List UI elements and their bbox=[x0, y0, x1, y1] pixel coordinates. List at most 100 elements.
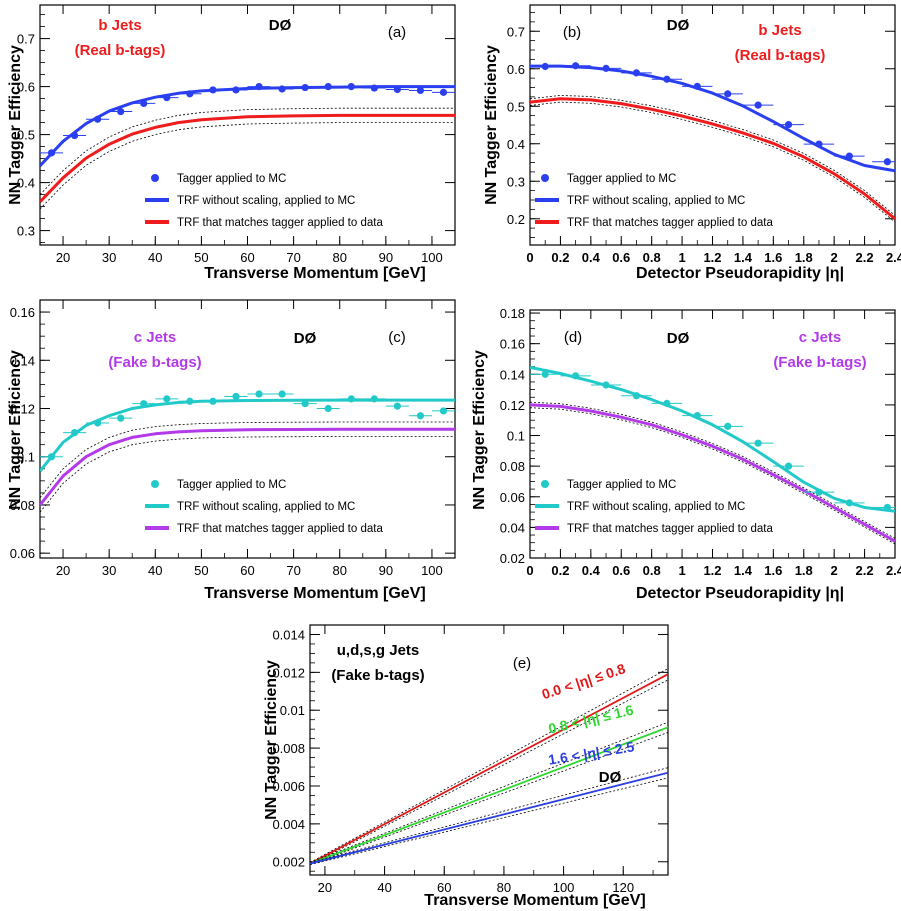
panel-label: (a) bbox=[388, 24, 406, 41]
y-axis-label: NN Tagger Efficiency bbox=[471, 350, 488, 510]
data-point bbox=[572, 62, 580, 70]
legend-entry-data: TRF that matches tagger applied to data bbox=[567, 217, 773, 229]
data-point bbox=[278, 85, 286, 93]
trf-mc-curve bbox=[530, 64, 895, 173]
panel-title-line1: c Jets bbox=[799, 329, 842, 346]
y-axis-label: NN Tagger Efficiency bbox=[483, 45, 500, 205]
x-tick-label: 50 bbox=[194, 250, 208, 265]
x-tick-label: 0.2 bbox=[551, 250, 569, 265]
data-point bbox=[47, 149, 56, 157]
y-tick-label: 0.4 bbox=[507, 137, 525, 152]
data-point bbox=[301, 83, 309, 92]
legend-entry-mc: TRF without scaling, applied to MC bbox=[567, 501, 745, 513]
plot-area bbox=[530, 62, 895, 223]
panel-c: 20 30 40 50 60 70 80 90 100 0.06 0.08 0.1 0.12 0.14 0.… bbox=[7, 299, 456, 602]
data-point bbox=[186, 397, 194, 405]
y-tick-label: 0.16 bbox=[500, 337, 525, 352]
eta-bin-label: 0.0 < |η| ≤ 0.8 bbox=[540, 660, 628, 702]
data-point bbox=[209, 86, 217, 94]
x-tick-label: 80 bbox=[332, 563, 346, 578]
trf-data-curve bbox=[530, 403, 895, 543]
data-point bbox=[845, 499, 853, 507]
y-tick-label: 0.14 bbox=[500, 367, 525, 382]
data-point bbox=[70, 429, 79, 437]
x-tick-label: 40 bbox=[148, 250, 162, 265]
data-point bbox=[632, 392, 641, 400]
x-tick-label: 0.8 bbox=[643, 250, 661, 265]
x-tick-label: 80 bbox=[497, 880, 511, 895]
legend-marker-points bbox=[151, 480, 159, 488]
data-point bbox=[255, 83, 263, 91]
plot-frame bbox=[39, 4, 456, 246]
x-tick-label: 30 bbox=[102, 563, 116, 578]
data-point bbox=[140, 400, 148, 408]
x-tick-label: 0.4 bbox=[582, 563, 601, 578]
legend-entry-data: TRF that matches tagger applied to data bbox=[567, 523, 773, 535]
panel-title-line1: b Jets bbox=[98, 17, 141, 34]
y-tick-label: 0.04 bbox=[500, 520, 525, 535]
panel-label: (e) bbox=[513, 655, 531, 672]
x-tick-label: 80 bbox=[332, 250, 346, 265]
x-tick-label: 1.6 bbox=[764, 250, 782, 265]
data-point bbox=[439, 407, 448, 415]
x-tick-label: 2.4 bbox=[886, 250, 901, 265]
uncertainty-band-upper bbox=[310, 767, 668, 863]
y-axis-label: NN Tagger Efficiency bbox=[7, 45, 24, 205]
data-point bbox=[140, 99, 148, 107]
x-tick-label: 0.6 bbox=[612, 563, 630, 578]
data-point bbox=[347, 395, 355, 403]
uncertainty-band-upper bbox=[310, 668, 668, 863]
data-point bbox=[255, 390, 263, 398]
x-tick-label: 1.2 bbox=[703, 563, 721, 578]
x-tick-label: 100 bbox=[421, 563, 443, 578]
uncertainty-band-lower bbox=[310, 777, 668, 866]
eta-bin-label: 0.8 < |η| ≤ 1.6 bbox=[547, 702, 635, 737]
plot-area bbox=[530, 365, 895, 545]
plot-area bbox=[310, 668, 668, 866]
uncertainty-band-lower bbox=[530, 101, 895, 223]
y-tick-label: 0.3 bbox=[507, 174, 525, 189]
x-tick-label: 1.4 bbox=[734, 563, 753, 578]
x-axis-label: Transverse Momentum [GeV] bbox=[204, 265, 425, 282]
experiment-label: DØ bbox=[269, 17, 292, 34]
y-tick-label: 0.12 bbox=[500, 398, 525, 413]
data-point bbox=[784, 121, 793, 129]
x-tick-label: 90 bbox=[379, 563, 393, 578]
x-tick-label: 0 bbox=[526, 250, 533, 265]
x-tick-label: 2.2 bbox=[856, 563, 874, 578]
data-point bbox=[94, 115, 102, 123]
data-point bbox=[541, 62, 549, 71]
data-point bbox=[324, 404, 332, 413]
y-axis-label: NN Tagger Efficiency bbox=[263, 660, 280, 820]
x-tick-label: 20 bbox=[56, 250, 70, 265]
x-tick-label: 1.2 bbox=[703, 250, 721, 265]
experiment-label: DØ bbox=[294, 330, 317, 347]
data-point bbox=[815, 488, 823, 496]
x-tick-label: 50 bbox=[194, 563, 208, 578]
y-tick-label: 0.006 bbox=[272, 779, 305, 794]
data-point bbox=[94, 419, 102, 427]
data-point bbox=[602, 64, 610, 72]
uncertainty-band-upper bbox=[40, 107, 455, 195]
x-tick-label: 90 bbox=[379, 250, 393, 265]
data-point bbox=[815, 140, 823, 148]
y-tick-label: 0.012 bbox=[272, 665, 305, 680]
y-tick-label: 0.6 bbox=[17, 80, 35, 95]
y-tick-label: 0.002 bbox=[272, 855, 305, 870]
panel-title-line2: (Fake b-tags) bbox=[108, 354, 201, 371]
data-point bbox=[754, 101, 762, 109]
experiment-label: DØ bbox=[599, 769, 622, 786]
uncertainty-band-lower bbox=[530, 407, 895, 545]
legend-marker-points bbox=[151, 174, 159, 182]
x-tick-label: 120 bbox=[612, 880, 634, 895]
data-point bbox=[232, 392, 240, 401]
eta-bin-label: 1.6 < |η| ≤ 2.5 bbox=[547, 738, 635, 767]
data-point bbox=[370, 395, 378, 403]
legend-entry-points: Tagger applied to MC bbox=[177, 173, 286, 185]
legend-entry-points: Tagger applied to MC bbox=[177, 479, 286, 491]
data-point bbox=[186, 90, 194, 98]
trf-data-curve bbox=[40, 113, 455, 203]
y-tick-label: 0.08 bbox=[500, 459, 525, 474]
plot-area bbox=[40, 83, 455, 210]
